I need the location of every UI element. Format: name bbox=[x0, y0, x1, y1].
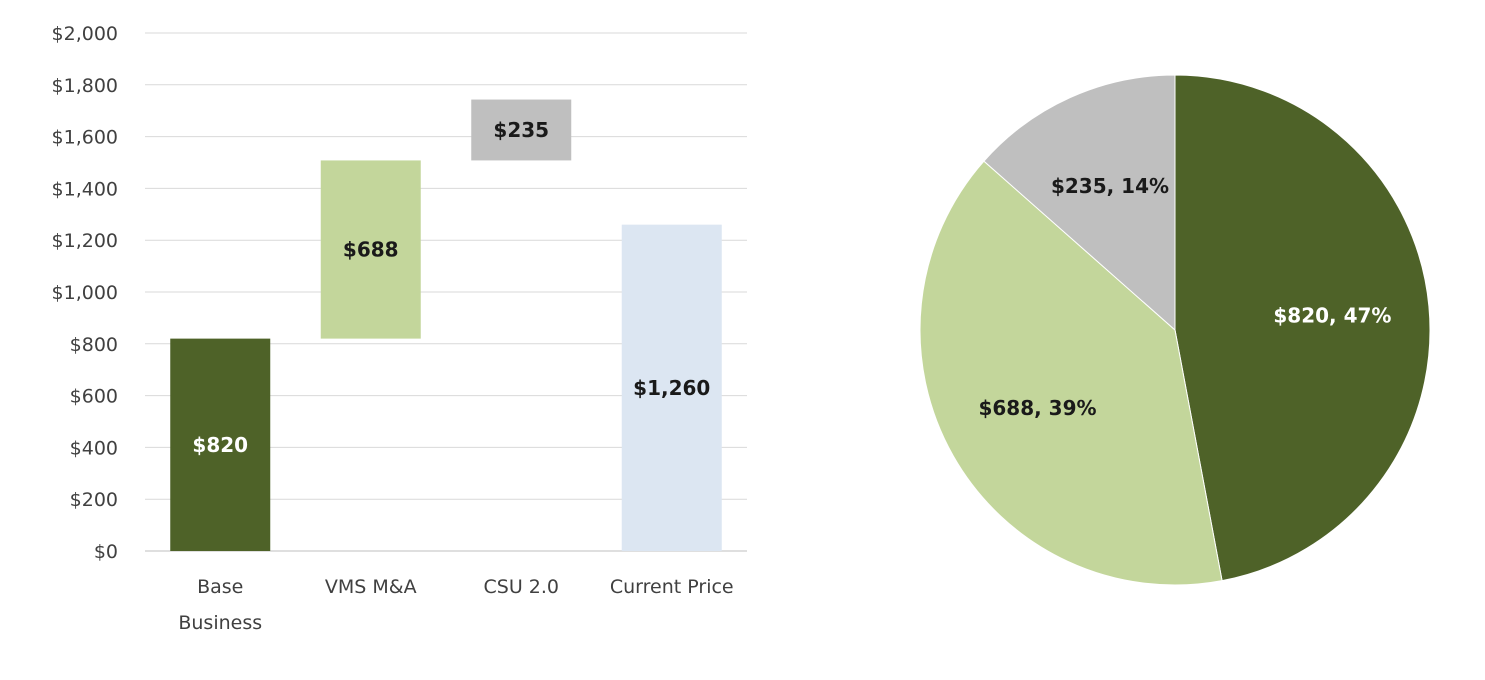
x-axis: Base Business VMS M&A CSU 2.0 Current Price bbox=[178, 576, 733, 634]
x-tick-label: Business bbox=[178, 612, 262, 634]
y-tick-label: $600 bbox=[70, 386, 118, 408]
y-axis: $0 $200 $400 $600 $800 $1,000 $1,200 $1,400 $1,6… bbox=[52, 23, 118, 563]
pie-labels: $820, 47% $688, 39% $235, 14% bbox=[978, 174, 1391, 420]
x-tick-label: Current Price bbox=[610, 576, 734, 598]
pie-data-label: $235, 14% bbox=[1051, 174, 1169, 198]
x-tick-label: CSU 2.0 bbox=[484, 576, 560, 598]
bar-data-label: $820 bbox=[192, 433, 248, 457]
x-tick-label: VMS M&A bbox=[325, 576, 417, 598]
waterfall-bar bbox=[170, 338, 271, 551]
waterfall-chart: $0 $200 $400 $600 $800 $1,000 $1,200 $1,400 $1,6… bbox=[52, 23, 747, 634]
bar-data-label: $1,260 bbox=[633, 376, 710, 400]
pie-data-label: $820, 47% bbox=[1273, 303, 1391, 327]
waterfall-bar bbox=[320, 160, 421, 339]
waterfall-bar bbox=[621, 224, 722, 551]
pie-slice bbox=[983, 74, 1176, 332]
y-tick-label: $1,200 bbox=[52, 230, 118, 252]
y-tick-label: $2,000 bbox=[52, 23, 118, 45]
bar-data-label: $688 bbox=[343, 238, 399, 262]
pie-slices bbox=[919, 74, 1431, 586]
y-tick-label: $1,400 bbox=[52, 178, 118, 200]
y-tick-label: $0 bbox=[94, 541, 118, 563]
bar-data-label: $235 bbox=[493, 118, 549, 142]
y-tick-label: $1,000 bbox=[52, 282, 118, 304]
waterfall-bar bbox=[471, 99, 572, 161]
y-tick-label: $800 bbox=[70, 334, 118, 356]
y-tick-label: $1,600 bbox=[52, 127, 118, 149]
pie-slice bbox=[919, 160, 1223, 586]
x-tick-label: Base bbox=[197, 576, 243, 598]
pie-data-label: $688, 39% bbox=[978, 396, 1096, 420]
pie-chart: $820, 47% $688, 39% $235, 14% bbox=[919, 74, 1431, 586]
data-labels: $820 $688 $235 $1,260 bbox=[192, 118, 710, 457]
pie-slice bbox=[1174, 74, 1431, 582]
y-tick-label: $200 bbox=[70, 489, 118, 511]
bars bbox=[170, 99, 722, 551]
y-tick-label: $400 bbox=[70, 437, 118, 459]
y-tick-label: $1,800 bbox=[52, 75, 118, 97]
